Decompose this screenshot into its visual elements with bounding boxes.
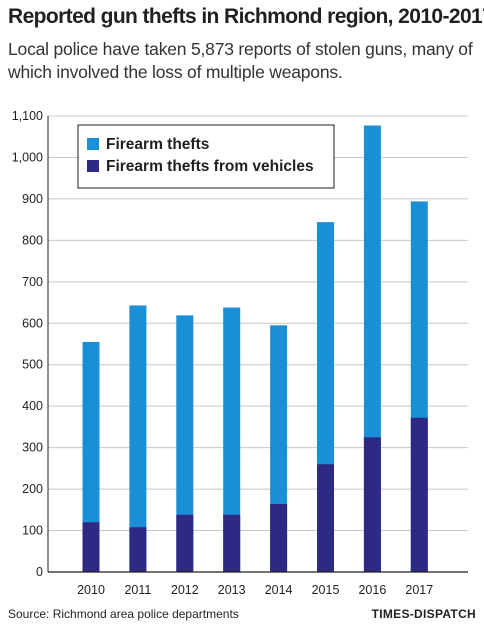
bar-chart: 0 100 200 300 400 500 600 700 800 900 1,000 1,100 20…: [12, 109, 468, 597]
bar-firearm-thefts: [82, 341, 100, 572]
bar-vehicle-thefts: [176, 514, 194, 572]
x-tick-label: 2010: [77, 583, 105, 597]
y-tick-label: 900: [22, 192, 43, 206]
bars: [82, 125, 428, 572]
bar-vehicle-thefts: [223, 514, 241, 572]
axes: 0 100 200 300 400 500 600 700 800 900 1,000 1,100 20…: [12, 109, 468, 597]
bar-firearm-thefts: [129, 305, 147, 572]
y-tick-label: 1,100: [12, 109, 43, 123]
y-tick-label: 600: [22, 316, 43, 330]
gridlines: [48, 115, 468, 532]
credit-label: TIMES-DISPATCH: [371, 607, 476, 621]
bar-firearm-thefts: [176, 315, 194, 572]
legend-box: [77, 124, 335, 189]
bar-firearm-thefts: [223, 307, 241, 572]
y-tick-label: 0: [36, 565, 43, 579]
y-tick-label: 800: [22, 233, 43, 247]
bar-vehicle-thefts: [410, 417, 428, 572]
bar-vehicle-thefts: [317, 464, 334, 572]
x-tick-label: 2013: [218, 583, 246, 597]
legend-label: Firearm thefts from vehicles: [106, 158, 314, 175]
x-tick-label: 2016: [358, 583, 386, 597]
legend-swatch: [87, 138, 99, 150]
source-note: Source: Richmond area police departments: [8, 607, 239, 621]
x-tick-label: 2011: [124, 583, 151, 597]
chart-subtitle: Local police have taken 5,873 reports of…: [8, 39, 473, 82]
y-tick-label: 300: [22, 441, 43, 455]
chart-title: Reported gun thefts in Richmond region, …: [8, 5, 484, 28]
x-tick-label: 2012: [171, 583, 199, 597]
y-tick-label: 1,000: [12, 150, 43, 164]
y-tick-label: 100: [22, 524, 43, 538]
x-tick-label: 2014: [265, 583, 293, 597]
legend-label: Firearm thefts: [106, 136, 209, 153]
y-tick-label: 400: [22, 399, 43, 413]
y-tick-label: 200: [22, 482, 43, 496]
bar-vehicle-thefts: [363, 437, 381, 572]
y-tick-label: 500: [22, 358, 43, 372]
x-tick-label: 2017: [405, 583, 433, 597]
bar-vehicle-thefts: [129, 527, 147, 572]
y-tick-label: 700: [22, 275, 43, 289]
bar-vehicle-thefts: [82, 522, 100, 572]
legend-swatch: [87, 160, 99, 172]
x-tick-label: 2015: [312, 583, 340, 597]
bar-vehicle-thefts: [270, 504, 288, 572]
legend: Firearm thefts Firearm thefts from vehicl…: [77, 124, 335, 189]
